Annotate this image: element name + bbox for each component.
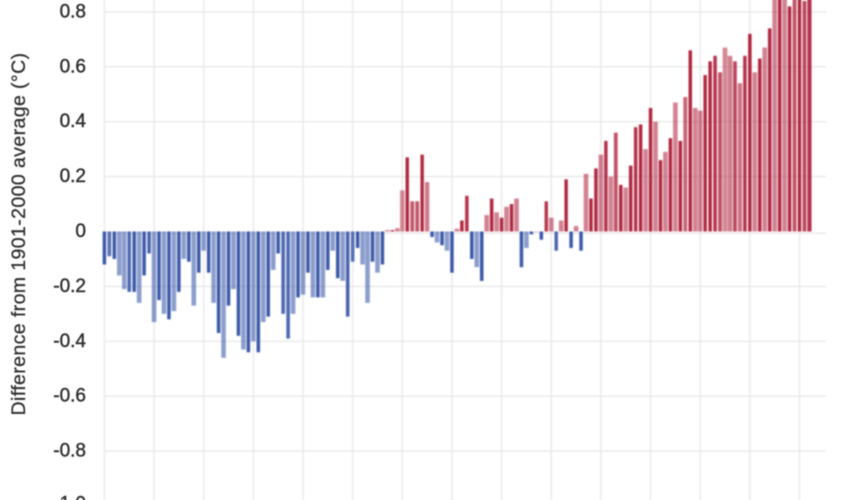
svg-text:0: 0 <box>75 221 86 242</box>
svg-text:-0.6: -0.6 <box>53 386 86 407</box>
svg-text:0.6: 0.6 <box>60 56 86 77</box>
svg-text:-0.4: -0.4 <box>53 331 86 352</box>
svg-text:Difference from 1901-2000 aver: Difference from 1901-2000 average (°C) <box>8 53 30 416</box>
svg-text:-0.2: -0.2 <box>53 276 86 297</box>
svg-text:0.4: 0.4 <box>60 111 87 132</box>
svg-text:0.2: 0.2 <box>60 166 86 187</box>
svg-text:-0.8: -0.8 <box>53 441 86 462</box>
svg-text:0.8: 0.8 <box>60 1 86 22</box>
svg-text:-1.0: -1.0 <box>53 493 86 500</box>
